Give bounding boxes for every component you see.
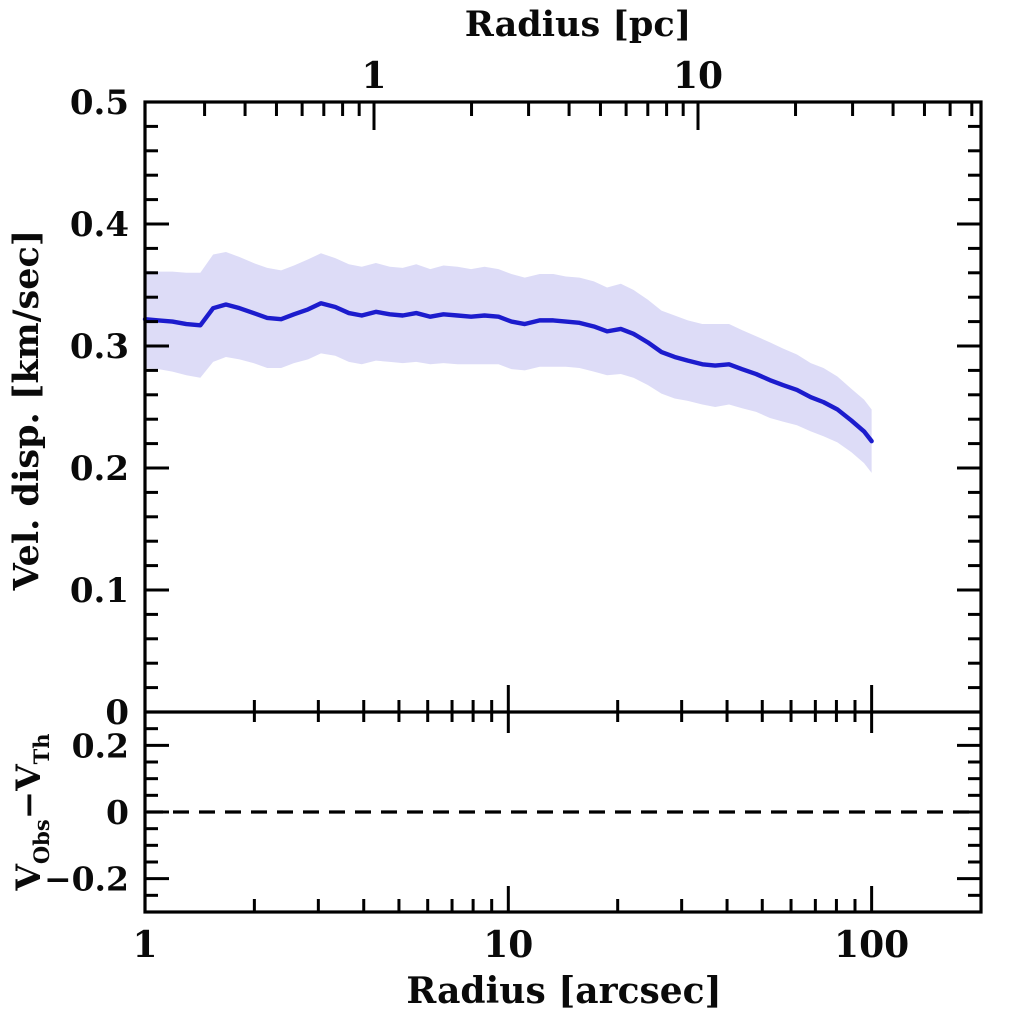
arcsec-tick-label: 10: [483, 924, 533, 966]
y-tick-label: 0.3: [70, 327, 129, 367]
bottom-axis-title: Radius [arcsec]: [406, 970, 721, 1012]
pc-tick-label: 1: [361, 55, 386, 97]
outer-frame: [143, 100, 983, 914]
residual-title-v1: V: [9, 864, 49, 892]
dispersion-curve-layer: [142, 301, 874, 444]
axes-frame-layer: [143, 100, 983, 914]
y-tick-label: 0.4: [70, 205, 129, 245]
arcsec-tick-label: 1: [132, 924, 157, 966]
residual-title-v2: V: [9, 764, 49, 792]
ticks-layer: [143, 100, 981, 912]
residual-title-minus: −: [9, 791, 49, 820]
pc-tick-label: 10: [673, 55, 723, 97]
arcsec-tick-label: 100: [834, 924, 909, 966]
residual-axis-title: VObs−VTh: [9, 734, 54, 892]
y-tick-label: 0: [105, 693, 129, 733]
y-tick-label: 0.1: [70, 571, 129, 611]
dispersion-curve: [142, 301, 874, 444]
uncertainty-band: [145, 252, 872, 473]
top-axis-title: Radius [pc]: [465, 4, 692, 45]
residual-title-sub2: Th: [29, 734, 54, 765]
y-axis-title: Vel. disp. [km/sec]: [6, 230, 47, 592]
residual-title-sub1: Obs: [29, 819, 54, 864]
y-tick-label: 0.2: [70, 449, 129, 489]
y-tick-label: 0.5: [70, 83, 129, 123]
res-tick-label: −0.2: [44, 860, 129, 899]
res-tick-label: 0: [106, 793, 129, 832]
uncertainty-band-layer: [145, 252, 872, 473]
res-tick-label: 0.2: [72, 726, 129, 765]
